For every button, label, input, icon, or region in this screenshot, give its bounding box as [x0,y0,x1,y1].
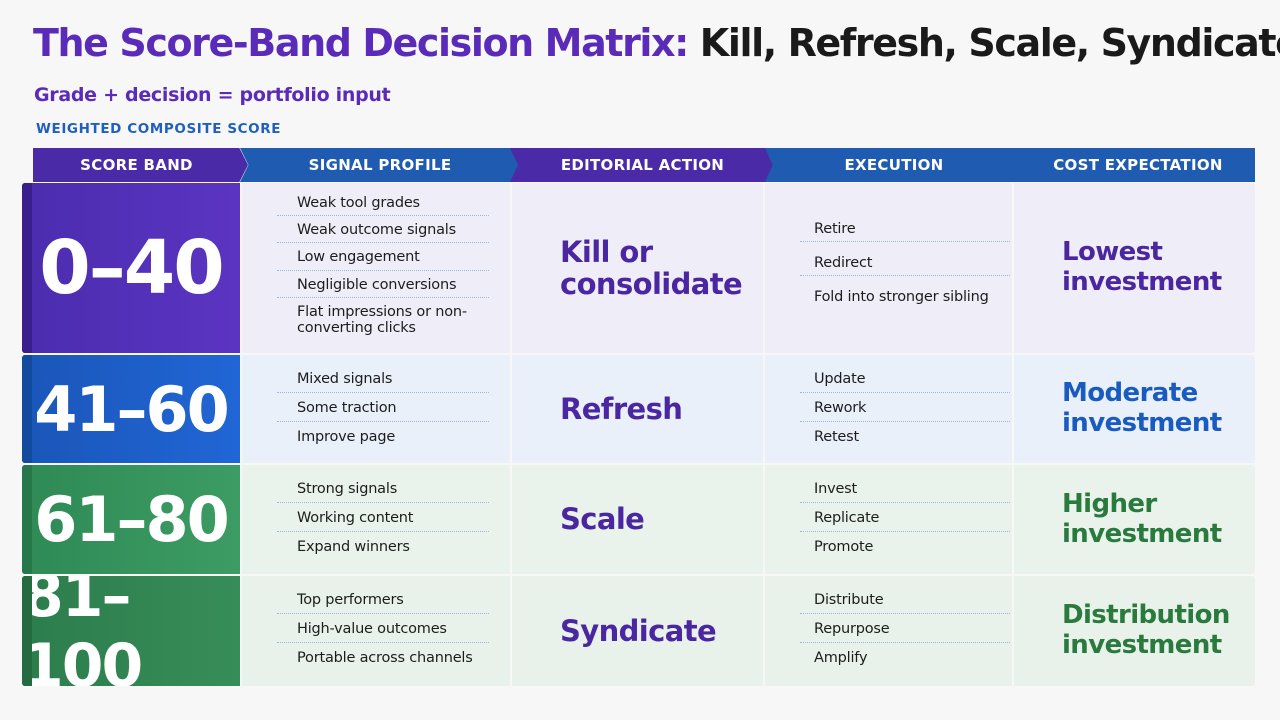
editorial-action: Refresh [560,391,683,426]
execution-cell: Invest Replicate Promote [765,465,1012,574]
cost-expectation: Moderate investment [1062,378,1222,439]
signal-profile-cell: Weak tool grades Weak outcome signals Lo… [242,183,510,353]
signal-item: High-value outcomes [277,621,489,644]
score-band-value: 0–40 [39,225,224,311]
cost-expectation: Distribution investment [1062,600,1230,661]
execution-item: Retest [814,429,859,446]
signal-item: Expand winners [297,539,410,556]
execution-cell: Distribute Repurpose Amplify [765,576,1012,686]
score-band-value: 61–80 [34,483,230,556]
editorial-action-cell: Syndicate [512,576,763,686]
signal-item: Weak outcome signals [277,222,489,244]
matrix-row-kill: 0–40 Weak tool grades Weak outcome signa… [22,183,1255,353]
cost-expectation-cell: Distribution investment [1014,576,1255,686]
cost-expectation-cell: Higher investment [1014,465,1255,574]
score-band-cell: 61–80 [22,465,240,574]
header-score-band: SCORE BAND [33,148,248,182]
score-band-cell: 41–60 [22,355,240,463]
signal-profile-cell: Top performers High-value outcomes Porta… [242,576,510,686]
editorial-action-cell: Refresh [512,355,763,463]
title-secondary: Kill, Refresh, Scale, Syndicate [687,21,1280,65]
editorial-action: Scale [560,502,645,537]
editorial-action: Kill or consolidate [560,234,743,301]
signal-profile-cell: Strong signals Working content Expand wi… [242,465,510,574]
execution-item: Replicate [800,510,1010,533]
signal-item: Strong signals [277,481,489,504]
action-line: Scale [560,502,645,537]
execution-item: Rework [800,400,1010,423]
cost-line: investment [1062,630,1222,660]
cost-expectation: Higher investment [1062,488,1222,550]
band-accent [22,183,32,353]
header-signal-profile: SIGNAL PROFILE [240,148,520,182]
signal-item: Top performers [277,592,489,615]
subtitle: Grade + decision = portfolio input [34,84,391,106]
matrix-row-syndicate: 81–100 Top performers High-value outcome… [22,576,1255,686]
title-primary: The Score-Band Decision Matrix: [33,21,689,65]
cost-line: investment [1062,518,1222,549]
cost-expectation-cell: Lowest investment [1014,183,1255,353]
editorial-action-cell: Scale [512,465,763,574]
signal-item: Weak tool grades [277,195,489,217]
signal-item: Improve page [297,429,396,446]
cost-line: Moderate [1062,378,1198,409]
execution-item: Distribute [800,592,1010,615]
execution-item: Retire [800,221,1010,243]
score-band-cell: 0–40 [22,183,240,353]
execution-item: Invest [800,481,1010,504]
execution-cell: Retire Redirect Fold into stronger sibli… [765,183,1012,353]
execution-list: Distribute Repurpose Amplify [800,592,1012,679]
score-band-cell: 81–100 [22,576,240,686]
execution-item: Redirect [800,255,1010,277]
header-editorial-action: EDITORIAL ACTION [510,148,775,182]
cost-expectation-cell: Moderate investment [1014,355,1255,463]
execution-item: Update [800,371,1010,394]
signal-item: Low engagement [277,249,489,271]
band-accent [22,576,32,686]
cost-line: Lowest [1062,237,1163,268]
header-execution: EXECUTION [765,148,1023,182]
matrix-row-scale: 61–80 Strong signals Working content Exp… [22,465,1255,574]
cost-line: Distribution [1062,600,1230,631]
signal-list: Top performers High-value outcomes Porta… [277,592,510,679]
cost-line: Higher [1062,488,1157,519]
execution-item: Amplify [814,650,868,667]
action-line: Refresh [560,391,683,426]
signal-list: Mixed signals Some traction Improve page [277,371,510,458]
signal-item: Flat impressions or non-converting click… [297,303,467,337]
editorial-action-cell: Kill or consolidate [512,183,763,353]
signal-item: Mixed signals [277,371,489,394]
execution-cell: Update Rework Retest [765,355,1012,463]
score-band-value: 41–60 [34,372,230,446]
action-line: Syndicate [560,613,717,648]
execution-item: Fold into stronger sibling [814,289,989,306]
execution-list: Update Rework Retest [800,371,1012,458]
signal-item: Portable across channels [297,650,473,667]
editorial-action: Syndicate [560,613,717,648]
action-line: consolidate [560,267,743,301]
matrix-row-refresh: 41–60 Mixed signals Some traction Improv… [22,355,1255,463]
cost-line: investment [1062,267,1222,297]
signal-item: Working content [277,510,489,533]
signal-item: Negligible conversions [277,277,489,298]
signal-profile-cell: Mixed signals Some traction Improve page [242,355,510,463]
execution-item: Repurpose [800,621,1010,644]
band-accent [22,465,32,574]
score-caption: WEIGHTED COMPOSITE SCORE [36,121,282,137]
score-band-value: 81–100 [22,576,143,686]
action-line: Kill or [560,234,653,269]
header-cost-expectation: COST EXPECTATION [1013,148,1255,182]
signal-item: Some traction [277,400,489,423]
execution-item: Promote [814,539,874,556]
execution-list: Retire Redirect Fold into stronger sibli… [800,221,1012,323]
signal-list: Strong signals Working content Expand wi… [277,481,510,568]
cost-expectation: Lowest investment [1062,237,1222,298]
band-accent [22,355,32,463]
page-title: The Score-Band Decision Matrix: Kill, Re… [33,21,1280,66]
execution-list: Invest Replicate Promote [800,481,1012,568]
cost-line: investment [1062,408,1222,438]
signal-list: Weak tool grades Weak outcome signals Lo… [277,195,510,346]
